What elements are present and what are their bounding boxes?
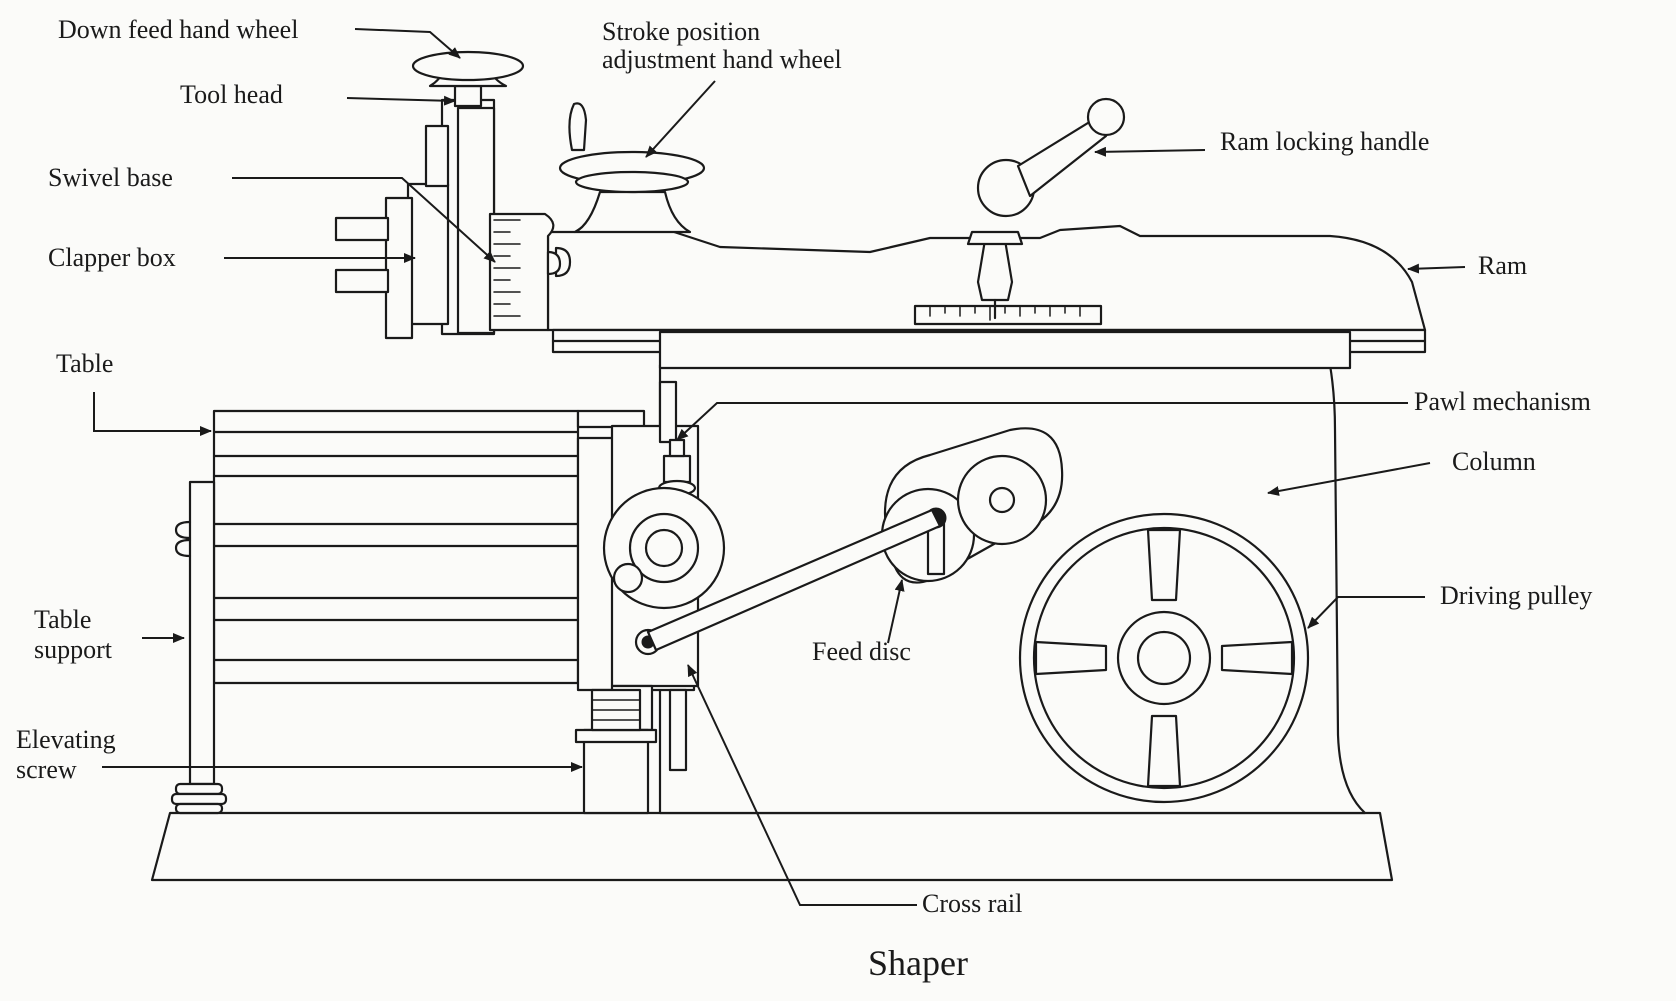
label-table-support-line1: Table: [34, 605, 91, 634]
label-cross-rail: Cross rail: [922, 889, 1022, 918]
label-feed-disc: Feed disc: [812, 637, 911, 666]
ram-locking-handle: [966, 97, 1126, 320]
leader-lines: [93, 28, 1466, 906]
label-driving-pulley: Driving pulley: [1440, 581, 1592, 610]
label-swivel-base: Swivel base: [48, 163, 173, 192]
label-clapper-box: Clapper box: [48, 243, 176, 272]
label-stroke-position-line1: Stroke position: [602, 17, 760, 46]
label-tool-head: Tool head: [180, 80, 283, 109]
label-stroke-position-line2: adjustment hand wheel: [602, 45, 842, 74]
cross-rail-saddle: [576, 380, 726, 772]
driving-pulley: [1018, 512, 1310, 804]
label-elevating-screw-line2: screw: [16, 755, 77, 784]
figure-title: Shaper: [868, 943, 968, 983]
labels: Down feed hand wheel Tool head Swivel ba…: [16, 15, 1592, 983]
elevating-screw: [574, 688, 658, 815]
tool-head-assembly: [334, 50, 572, 340]
label-table: Table: [56, 349, 113, 378]
label-ram: Ram: [1478, 251, 1527, 280]
ram-scale-ticks: [929, 305, 1081, 321]
stroke-adjust-handwheel: [558, 102, 706, 234]
work-table: [212, 409, 646, 685]
label-ram-locking-handle: Ram locking handle: [1220, 127, 1429, 156]
feed-disc-mechanism: [646, 427, 1064, 652]
label-column: Column: [1452, 447, 1536, 476]
label-elevating-screw-line1: Elevating: [16, 725, 116, 754]
label-down-feed-hand-wheel: Down feed hand wheel: [58, 15, 298, 44]
label-pawl-mechanism: Pawl mechanism: [1414, 387, 1591, 416]
table-support: [170, 480, 228, 815]
tool-head-scale: [493, 219, 521, 317]
label-table-support-line2: support: [34, 635, 113, 664]
